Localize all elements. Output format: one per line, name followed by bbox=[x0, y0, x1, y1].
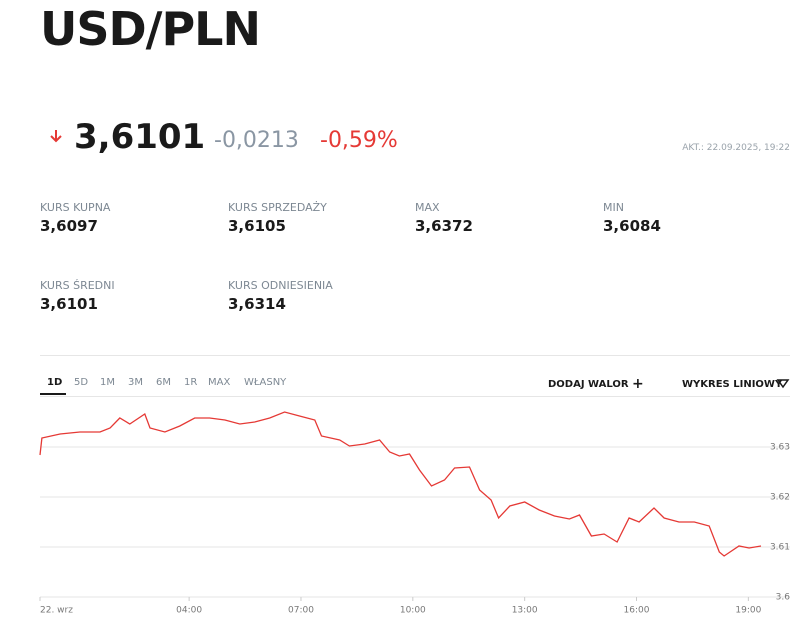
stat-label: MIN bbox=[603, 201, 624, 214]
stat-label: KURS ŚREDNI bbox=[40, 279, 115, 292]
y-tick-label: 3.63 bbox=[770, 443, 790, 453]
tab[interactable]: 3M bbox=[128, 377, 143, 388]
x-tick-label: 07:00 bbox=[288, 606, 314, 616]
stat-label: KURS KUPNA bbox=[40, 201, 111, 214]
x-tick-label: 19:00 bbox=[735, 606, 761, 616]
y-tick-label: 3.62 bbox=[770, 493, 790, 503]
price-line bbox=[39, 411, 762, 557]
active-tab-underline bbox=[40, 393, 66, 395]
stat-value: 3,6101 bbox=[40, 295, 98, 313]
chart: 3.6 3.61 3.62 3.63 22. wrz 04:00 07:00 10:00 13:… bbox=[39, 411, 791, 616]
stat-label: MAX bbox=[415, 201, 440, 214]
chart-type-button[interactable]: WYKRES LINIOWY bbox=[682, 379, 783, 390]
x-tick-label: 10:00 bbox=[400, 606, 426, 616]
down-arrow bbox=[50, 130, 62, 143]
stat-value: 3,6097 bbox=[40, 217, 98, 235]
change-percent: -0,59% bbox=[320, 128, 398, 153]
x-tick-label: 16:00 bbox=[624, 606, 650, 616]
updated: AKT.: 22.09.2025, 19:22 bbox=[682, 143, 790, 153]
stat-value: 3,6084 bbox=[603, 217, 661, 235]
tab[interactable]: 6M bbox=[156, 377, 171, 388]
tab[interactable]: MAX bbox=[208, 377, 231, 388]
change: -0,0213 bbox=[214, 128, 299, 153]
add-button[interactable]: DODAJ WALOR bbox=[548, 379, 629, 390]
tab[interactable]: 1M bbox=[100, 377, 115, 388]
y-tick-label: 3.61 bbox=[770, 543, 790, 553]
x-tick-label: 04:00 bbox=[176, 606, 202, 616]
tab[interactable]: WŁASNY bbox=[244, 377, 287, 388]
stat-label: KURS ODNIESIENIA bbox=[228, 279, 333, 292]
stat-value: 3,6314 bbox=[228, 295, 286, 313]
dropdown-icon[interactable] bbox=[776, 379, 790, 389]
tab[interactable]: 1R bbox=[184, 377, 198, 388]
y-tick-label: 3.6 bbox=[776, 593, 791, 603]
x-tick-label: 22. wrz bbox=[40, 606, 73, 616]
price: 3,6101 bbox=[74, 117, 206, 157]
separator bbox=[40, 355, 790, 356]
stat-label: KURS SPRZEDAŻY bbox=[228, 201, 327, 214]
plus-icon[interactable]: + bbox=[632, 376, 644, 392]
title: USD/PLN bbox=[40, 2, 261, 56]
tab[interactable]: 5D bbox=[74, 377, 89, 388]
stat-value: 3,6372 bbox=[415, 217, 473, 235]
chart-top-border bbox=[40, 396, 790, 397]
tab[interactable]: 1D bbox=[47, 377, 63, 388]
stat-value: 3,6105 bbox=[228, 217, 286, 235]
x-tick-label: 13:00 bbox=[512, 606, 538, 616]
